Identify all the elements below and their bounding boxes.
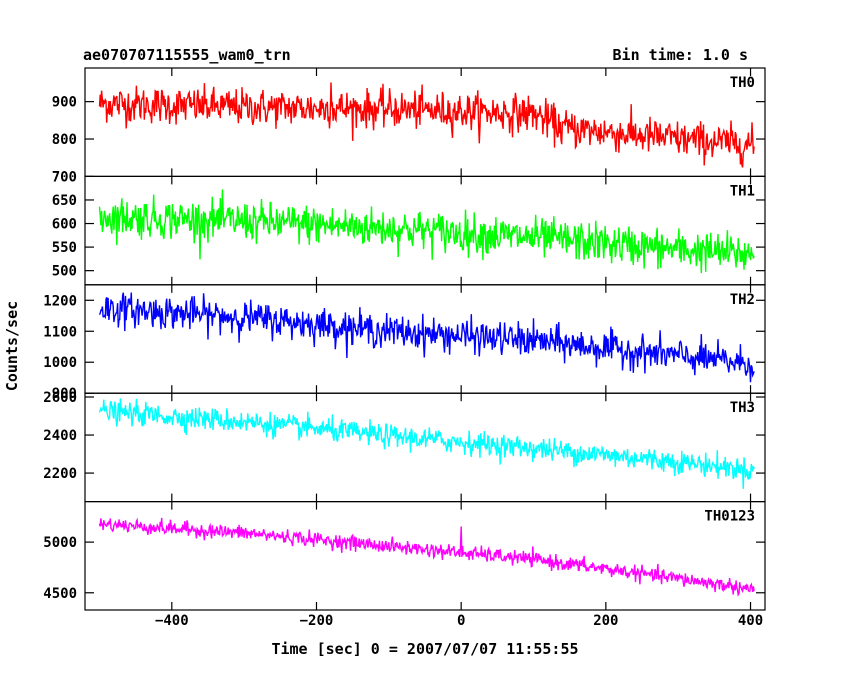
y-tick-label: 2600 [43, 390, 77, 406]
panel-frame [84, 501, 766, 611]
y-tick-label: 2200 [43, 466, 77, 482]
y-tick-label: 650 [52, 193, 77, 209]
panel-label-th3: TH3 [730, 400, 755, 416]
y-tick-label: 900 [52, 95, 77, 111]
y-tick-label: 700 [52, 169, 77, 185]
panel-frame [84, 67, 766, 178]
panel-th1: 500 550 600 650 TH1 [52, 175, 766, 286]
y-tick-label: 550 [52, 240, 77, 256]
x-tick-label: 200 [593, 613, 618, 629]
panel-th0123: 4500 5000 TH0123 [43, 501, 766, 611]
y-tick-label: 2400 [43, 428, 77, 444]
panel-label-th2: TH2 [730, 292, 755, 308]
panel-th0: 700 800 900 TH0 [52, 67, 766, 185]
y-tick-label: 600 [52, 217, 77, 233]
y-axis-label: Counts/sec [3, 301, 21, 391]
series-line-th0 [98, 82, 755, 168]
series-line-th2 [98, 292, 755, 383]
panel-label-th0123: TH0123 [704, 509, 755, 525]
series-line-th1 [98, 189, 755, 274]
x-tick-label: −200 [300, 613, 334, 629]
panel-th2: 900 1000 1100 1200 TH2 [43, 284, 766, 402]
x-tick-label: −400 [155, 613, 189, 629]
y-tick-label: 4500 [43, 586, 77, 602]
chart-title: ae070707115555_wam0_trn [83, 46, 291, 64]
series-line-th0123 [98, 517, 755, 597]
y-tick-label: 900 [52, 386, 77, 402]
y-tick-label: 1100 [43, 324, 77, 340]
y-tick-label: 1200 [43, 293, 77, 309]
panel-th3: 2200 2400 2600 TH3 [43, 390, 766, 503]
x-axis: −400 −200 0 200 400 [155, 613, 763, 629]
panels: 700 800 900 TH0 500 550 600 650 TH1 900 1000 1100 12… [43, 67, 766, 611]
x-tick-label: 400 [738, 613, 763, 629]
y-tick-label: 800 [52, 132, 77, 148]
panel-frame [84, 392, 766, 503]
y-tick-label: 5000 [43, 535, 77, 551]
x-tick-label: 0 [457, 613, 465, 629]
panel-label-th1: TH1 [730, 183, 755, 199]
y-tick-label: 1000 [43, 355, 77, 371]
panel-label-th0: TH0 [730, 75, 755, 91]
series-line-th3 [98, 398, 755, 489]
x-axis-label: Time [sec] 0 = 2007/07/07 11:55:55 [271, 640, 578, 658]
bin-time-label: Bin time: 1.0 s [613, 46, 748, 64]
y-tick-label: 500 [52, 264, 77, 280]
